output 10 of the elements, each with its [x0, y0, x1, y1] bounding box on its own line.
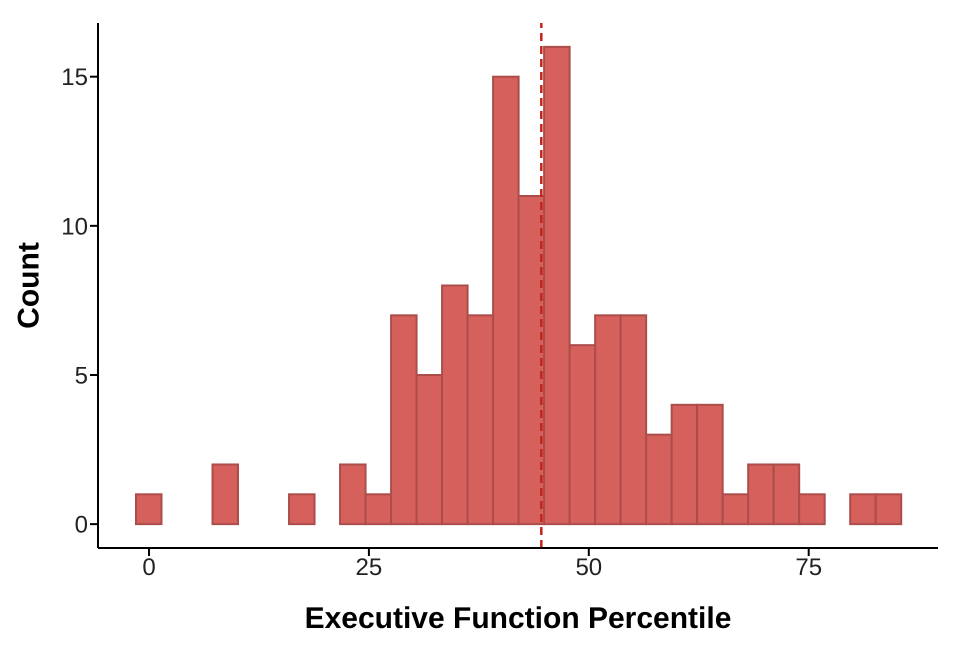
y-tick-label: 10 [61, 213, 88, 240]
y-tick-label: 0 [74, 512, 88, 539]
y-axis-title: Count [12, 242, 46, 329]
y-tick-label: 15 [61, 64, 88, 92]
x-tick-label: 0 [142, 554, 156, 582]
y-tick-label: 5 [74, 362, 88, 390]
x-tick-label: 25 [356, 554, 382, 582]
x-tick-label: 75 [795, 554, 822, 582]
x-tick-label: 50 [575, 554, 602, 582]
x-axis-title: Executive Function Percentile [304, 602, 732, 635]
